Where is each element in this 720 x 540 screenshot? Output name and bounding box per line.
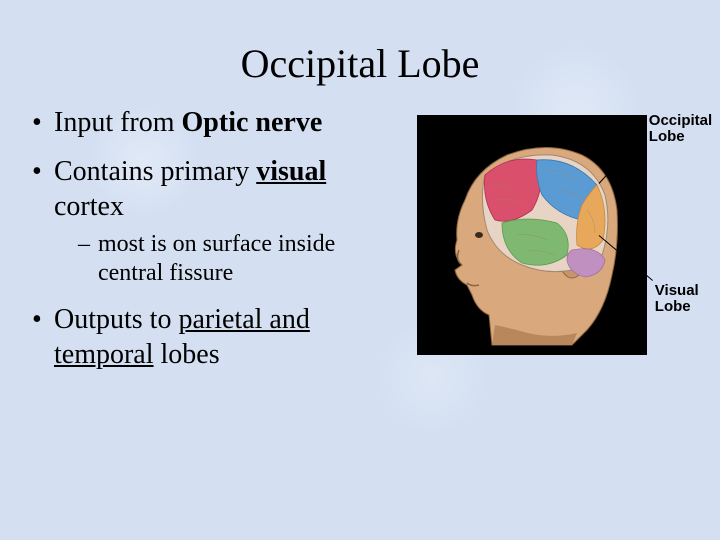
bullet-2-post: cortex: [54, 191, 124, 222]
brain-image: [417, 115, 647, 355]
bullet-1: Input from Optic nerve: [30, 105, 403, 140]
text-column: Input from Optic nerve Contains primary …: [30, 105, 413, 386]
label-visual: Visual Lobe: [655, 283, 715, 315]
bullet-3-pre: Outputs to: [54, 304, 178, 335]
image-column: Occipital Lobe Visual Lobe: [413, 105, 690, 386]
bullet-2-pre: Contains primary: [54, 156, 256, 187]
bullet-1-pre: Input from: [54, 107, 182, 138]
bullet-3: Outputs to parietal and temporal lobes: [30, 302, 403, 372]
bullet-2: Contains primary visual cortex most is o…: [30, 154, 403, 288]
slide-title: Occipital Lobe: [30, 40, 690, 87]
bullet-3-post: lobes: [154, 339, 220, 370]
bullet-1-bold: Optic nerve: [182, 107, 323, 138]
bullet-list: Input from Optic nerve Contains primary …: [30, 105, 403, 372]
content-area: Input from Optic nerve Contains primary …: [30, 105, 690, 386]
eye: [475, 232, 483, 238]
sub-bullet-1: most is on surface inside central fissur…: [78, 230, 403, 288]
label-occipital: Occipital Lobe: [649, 113, 719, 145]
brain-svg: [417, 115, 647, 355]
bullet-2-bold: visual: [256, 156, 326, 187]
sub-list: most is on surface inside central fissur…: [54, 230, 403, 288]
